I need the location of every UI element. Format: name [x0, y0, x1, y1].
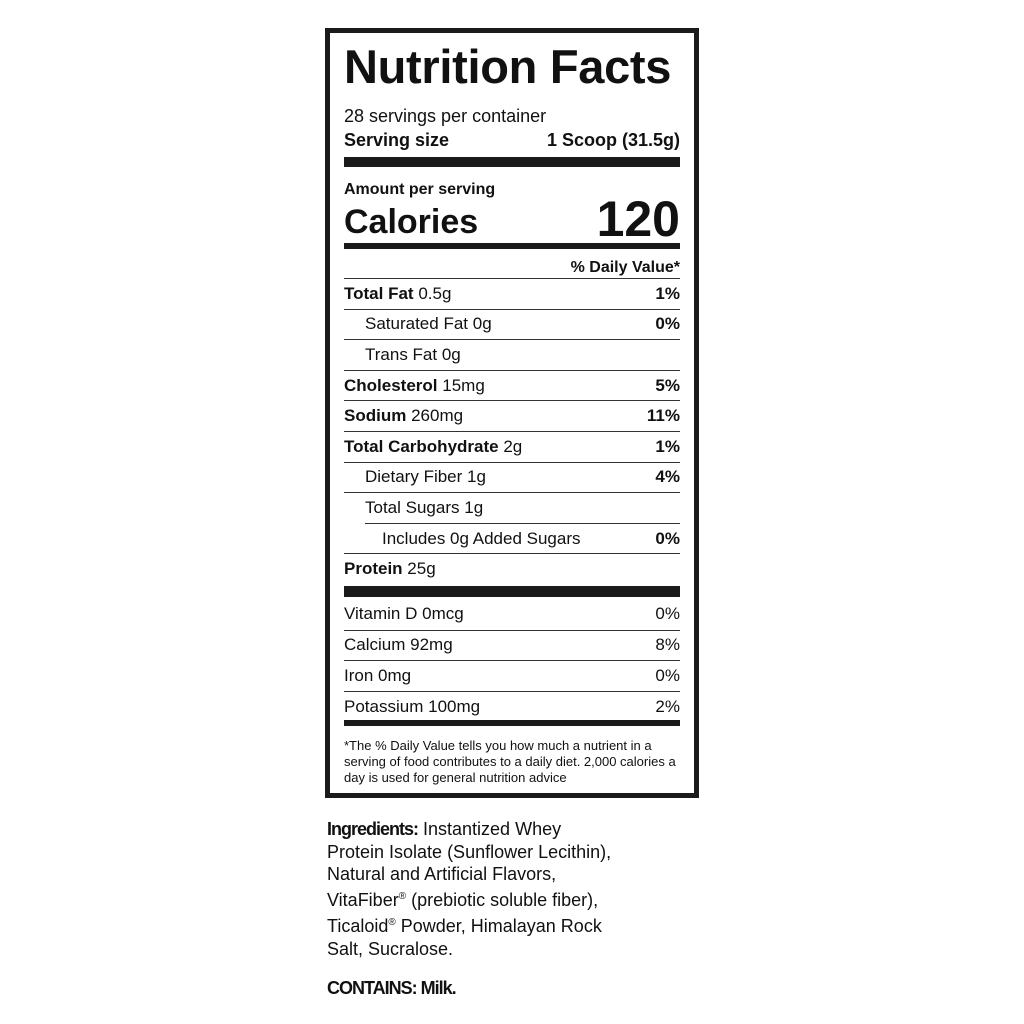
nutrient-amount: 1g [464, 497, 484, 517]
ingredients-label: Ingredients: [327, 819, 419, 839]
daily-value-percent: 0% [655, 528, 680, 548]
nutrient-amount: 15mg [442, 375, 485, 395]
nutrient-name: Protein [344, 559, 403, 579]
vitamin-name-amount: Iron 0mg [344, 666, 411, 686]
nutrient-row: Cholesterol 15mg 5% [344, 369, 680, 401]
nutrient-amount: 25g [407, 559, 436, 579]
nutrient-amount: 0.5g [418, 283, 452, 303]
nutrient-row: Total Sugars 1g [344, 492, 680, 523]
vitamin-row: Vitamin D 0mcg 0% [344, 599, 680, 630]
nutrient-name: Total Sugars [365, 497, 460, 517]
servings-per-container: 28 servings per container [344, 106, 547, 126]
ingredients-text: Instantized Whey Protein Isolate (Sunflo… [327, 819, 612, 911]
calories-value: 120 [596, 191, 680, 247]
nutrient-name: Sodium [344, 406, 407, 426]
amount-per-serving: Amount per serving [344, 181, 496, 198]
nutrient-row: Trans Fat 0g [344, 339, 680, 370]
nutrient-name: Dietary Fiber [365, 467, 463, 487]
registered-mark: ® [388, 916, 396, 928]
registered-mark: ® [398, 891, 407, 903]
daily-value-percent: 0% [655, 665, 680, 685]
daily-value-percent: 2% [655, 696, 680, 716]
nutrient-amount: 0g [472, 314, 492, 334]
daily-value-percent: 8% [655, 635, 680, 655]
vitamin-row: Iron 0mg 0% [344, 660, 680, 691]
nutrient-name-amount: Saturated Fat 0g [344, 314, 492, 334]
medium-divider [344, 243, 680, 249]
nutrient-name: Total Carbohydrate [344, 436, 499, 456]
nutrient-name: Cholesterol [344, 375, 438, 395]
nutrient-row: Protein 25g [344, 553, 680, 584]
vitamin-row: Potassium 100mg 2% [344, 690, 680, 722]
nutrient-row: Includes 0g Added Sugars 0% [365, 522, 680, 554]
vitamin-name: Iron [344, 665, 374, 685]
nutrient-name-amount: Total Carbohydrate 2g [344, 437, 522, 457]
nutrient-row: Dietary Fiber 1g 4% [344, 461, 680, 493]
serving-size: Serving size 1 Scoop (31.5g) [344, 130, 680, 151]
nutrient-name: Trans Fat [365, 344, 438, 364]
nutrient-name-amount: Sodium 260mg [344, 406, 463, 426]
vitamin-name: Calcium [344, 635, 406, 655]
thick-divider [344, 586, 680, 597]
nutrient-name-amount: Total Sugars 1g [344, 498, 483, 518]
nutrient-name-amount: Dietary Fiber 1g [344, 467, 486, 487]
serving-size-value: 1 Scoop (31.5g) [546, 130, 680, 150]
vitamin-amount: 92mg [410, 635, 453, 655]
nutrient-amount: 0g [441, 344, 461, 364]
vitamin-amount: 0mg [378, 665, 412, 685]
medium-divider [344, 720, 680, 726]
calories-row: Calories 120 [344, 191, 680, 247]
daily-value-header: % Daily Value* [570, 259, 680, 276]
nutrient-name: Includes 0g Added Sugars [382, 528, 581, 548]
nutrient-row: Saturated Fat 0g 0% [344, 308, 680, 340]
vitamin-name: Potassium [344, 696, 424, 716]
ingredients: Ingredients: Instantized Whey Protein Is… [327, 818, 617, 960]
vitamin-name-amount: Calcium 92mg [344, 635, 453, 655]
vitamin-name-amount: Potassium 100mg [344, 697, 480, 717]
nutrient-name: Saturated Fat [365, 314, 469, 334]
vitamin-name-amount: Vitamin D 0mcg [344, 604, 464, 624]
ingredients-text: Powder, Himalayan Rock Salt, Sucralose. [327, 915, 602, 959]
daily-value-percent: 4% [655, 467, 680, 487]
nutrient-name-amount: Protein 25g [344, 559, 436, 579]
thick-divider [344, 157, 680, 167]
daily-value-percent: 11% [646, 406, 680, 426]
vitamin-name: Vitamin D [344, 604, 418, 624]
nutrient-row: Sodium 260mg 11% [344, 400, 680, 431]
nutrient-name: Total Fat [344, 283, 414, 303]
nutrition-facts-panel: Nutrition Facts 28 servings per containe… [325, 28, 699, 798]
vitamin-row: Calcium 92mg 8% [344, 629, 680, 661]
nutrient-name-amount: Includes 0g Added Sugars [365, 529, 580, 549]
daily-value-percent: 5% [655, 375, 680, 395]
calories-label: Calories [344, 203, 479, 241]
nutrient-row: Total Fat 0.5g 1% [344, 278, 680, 309]
serving-size-label: Serving size [344, 130, 450, 150]
nutrient-amount: 260mg [411, 406, 464, 426]
nutrient-name-amount: Total Fat 0.5g [344, 284, 451, 304]
daily-value-percent: 0% [655, 604, 680, 624]
nutrient-amount: 2g [503, 436, 523, 456]
vitamin-amount: 0mcg [422, 604, 464, 624]
nutrient-row: Total Carbohydrate 2g 1% [344, 431, 680, 462]
daily-value-percent: 0% [655, 314, 680, 334]
nutrient-name-amount: Cholesterol 15mg [344, 376, 485, 396]
nutrient-amount: 1g [467, 467, 486, 487]
nutrient-name-amount: Trans Fat 0g [344, 345, 461, 365]
allergen-statement: CONTAINS: Milk. [327, 978, 457, 998]
panel-title: Nutrition Facts [344, 40, 672, 93]
ingredients-text: (prebiotic soluble fiber), Ticaloid [327, 890, 599, 936]
daily-value-percent: 1% [655, 283, 680, 303]
vitamin-amount: 100mg [428, 696, 481, 716]
footnote: *The % Daily Value tells you how much a … [344, 738, 676, 785]
daily-value-percent: 1% [655, 436, 680, 456]
